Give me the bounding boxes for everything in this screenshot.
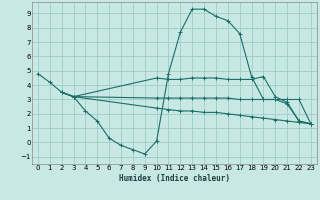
- X-axis label: Humidex (Indice chaleur): Humidex (Indice chaleur): [119, 174, 230, 183]
